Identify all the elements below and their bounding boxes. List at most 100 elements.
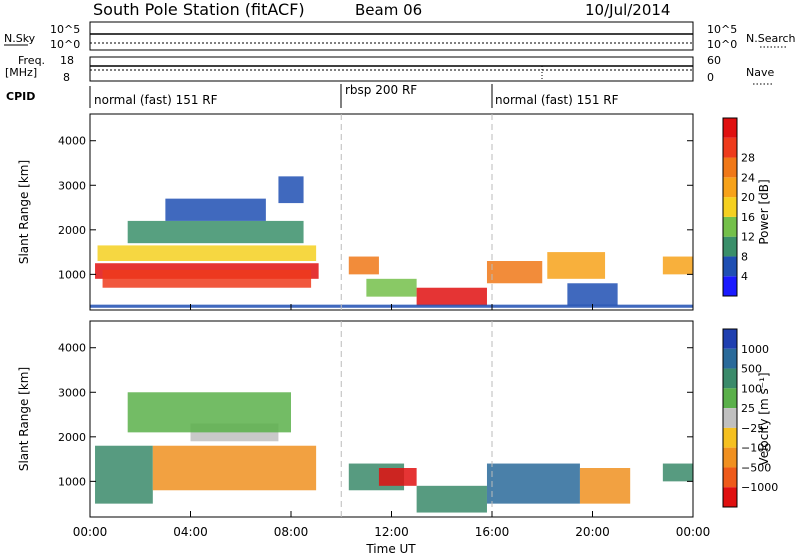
- power-cbar-swatch-5: [723, 177, 737, 198]
- nave-tick-bottom: 0: [707, 71, 714, 84]
- xtick-label-2: 08:00: [274, 525, 309, 539]
- velocity-data-region-0: [95, 445, 153, 504]
- vel-cbar-tick-7: −1000: [741, 481, 778, 494]
- power-ytick-label-2: 3000: [58, 179, 86, 192]
- power-cbar-tick-3: 16: [741, 211, 755, 224]
- vel-cbar-tick-1: 500: [741, 363, 762, 376]
- power-cbar-tick-5: 24: [741, 171, 755, 184]
- cpid-label: CPID: [6, 90, 35, 103]
- power-data-region-6: [348, 256, 379, 275]
- power-cbar-swatch-8: [723, 118, 737, 138]
- power-data-region-5: [278, 176, 304, 204]
- power-cbar-tick-6: 28: [741, 152, 755, 165]
- power-data-region-3: [127, 220, 304, 244]
- beam-label: Beam 06: [355, 1, 422, 19]
- cpid-row: CPID normal (fast) 151 RF rbsp 200 RF no…: [6, 83, 619, 108]
- nsky-tick-top: 10^5: [50, 23, 80, 36]
- freq-tick-bottom: 8: [63, 71, 70, 84]
- xlabel: Time UT: [365, 542, 416, 554]
- station-title: South Pole Station (fitACF): [93, 0, 305, 19]
- power-data-region-9: [486, 261, 543, 284]
- xtick-label-5: 20:00: [575, 525, 610, 539]
- freq-label-1: Freq.: [18, 54, 45, 67]
- date-label: 10/Jul/2014: [585, 1, 670, 19]
- nave-tick-top: 60: [707, 54, 721, 67]
- power-colorbar-label: Power [dB]: [757, 179, 771, 244]
- power-cbar-tick-2: 12: [741, 231, 755, 244]
- power-data-region-10: [547, 252, 606, 279]
- power-cbar-tick-0: 4: [741, 270, 748, 283]
- velocity-data-region-6: [486, 463, 580, 504]
- velocity-colorbar-label: Velocity [m s⁻¹]: [757, 372, 771, 465]
- power-cbar-swatch-3: [723, 216, 737, 237]
- xtick-label-4: 16:00: [475, 525, 510, 539]
- power-panel: 1000 2000 3000 4000 Slant Range [km]: [17, 113, 694, 311]
- freq-tick-top: 18: [60, 54, 74, 67]
- nsearch-label: N.Search: [746, 32, 796, 45]
- velocity-panel: 1000 2000 3000 4000 00:00 04:00 08:00 12:00 16:…: [17, 304, 710, 554]
- power-cbar-swatch-7: [723, 137, 737, 158]
- nsearch-tick-bottom: 10^0: [707, 38, 737, 51]
- power-cbar-tick-4: 20: [741, 191, 755, 204]
- velocity-ylabel: Slant Range [km]: [17, 367, 31, 471]
- power-data-region-7: [366, 278, 417, 297]
- cpid-segment-1: normal (fast) 151 RF: [94, 93, 218, 107]
- power-ytick-label-1: 2000: [58, 224, 86, 237]
- xtick-label-1: 04:00: [173, 525, 208, 539]
- velocity-data-region-5: [416, 485, 487, 513]
- nsky-label: N.Sky: [4, 32, 36, 45]
- power-cbar-swatch-2: [723, 236, 737, 257]
- velocity-data: [95, 392, 693, 513]
- power-cbar-swatch-4: [723, 197, 737, 217]
- vel-ytick-label-1: 2000: [58, 431, 86, 444]
- vel-cbar-tick-6: −500: [741, 461, 771, 474]
- velocity-data-region-1: [152, 445, 317, 491]
- vel-cbar-swatch-8: [723, 487, 737, 507]
- power-data-region-8: [416, 287, 487, 306]
- power-cbar-swatch-1: [723, 256, 737, 277]
- xtick-label-0: 00:00: [73, 525, 108, 539]
- vel-cbar-swatch-7: [723, 467, 737, 488]
- nsky-panel: N.Sky 10^5 10^0 10^5 10^0 N.Search: [4, 21, 796, 51]
- nsky-tick-bottom: 10^0: [50, 38, 80, 51]
- power-data-region-12: [662, 256, 693, 275]
- vel-cbar-tick-4: −25: [741, 422, 764, 435]
- cpid-segment-3: normal (fast) 151 RF: [495, 93, 619, 107]
- xtick-label-6: 00:00: [676, 525, 711, 539]
- vel-cbar-swatch-0: [723, 329, 737, 349]
- power-cbar-tick-1: 8: [741, 250, 748, 263]
- power-cbar-swatch-6: [723, 157, 737, 178]
- vel-cbar-tick-3: 25: [741, 402, 755, 415]
- velocity-data-region-8: [662, 463, 693, 482]
- power-data-region-1: [102, 269, 312, 288]
- freq-label-2: [MHz]: [5, 66, 37, 79]
- power-data-region-4: [165, 198, 266, 221]
- xtick-label-3: 12:00: [374, 525, 409, 539]
- velocity-data-region-9: [378, 468, 417, 486]
- vel-ytick-label-0: 1000: [58, 475, 86, 488]
- vel-ytick-label-3: 4000: [58, 342, 86, 355]
- power-ylabel: Slant Range [km]: [17, 160, 31, 264]
- vel-cbar-swatch-3: [723, 388, 737, 409]
- velocity-data-region-7: [579, 468, 631, 504]
- vel-cbar-swatch-6: [723, 447, 737, 468]
- velocity-colorbar: 1000 500 100 25 −25 −100 −500 −1000: [722, 328, 778, 508]
- power-colorbar: 4 8 12 16 20 24 28: [722, 117, 755, 297]
- velocity-data-region-3: [127, 392, 291, 433]
- nsearch-tick-top: 10^5: [707, 23, 737, 36]
- vel-ytick-label-2: 3000: [58, 386, 86, 399]
- cpid-segment-2: rbsp 200 RF: [345, 83, 417, 97]
- vel-cbar-tick-5: −100: [741, 442, 771, 455]
- vel-cbar-swatch-4: [723, 408, 737, 428]
- freq-panel: Freq. [MHz] 18 8 60 0 Nave: [5, 54, 774, 85]
- power-data-region-2: [97, 245, 317, 261]
- nave-label: Nave: [746, 66, 774, 79]
- power-ytick-label-3: 4000: [58, 135, 86, 148]
- vel-cbar-swatch-1: [723, 348, 737, 369]
- vel-cbar-tick-2: 100: [741, 382, 762, 395]
- vel-cbar-swatch-5: [723, 427, 737, 448]
- vel-cbar-tick-0: 1000: [741, 343, 769, 356]
- power-cbar-swatch-0: [723, 276, 737, 296]
- power-data-region-11: [567, 283, 618, 306]
